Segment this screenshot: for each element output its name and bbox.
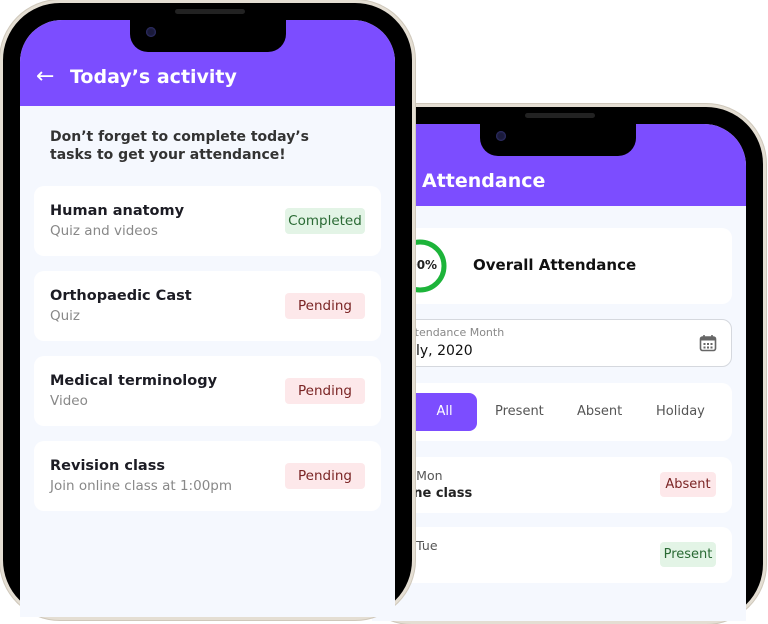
- notch: [480, 124, 636, 156]
- attendance-row[interactable]: | Mon Online class Absent: [384, 457, 732, 513]
- task-subtitle: Quiz and videos: [50, 223, 158, 239]
- attendance-phone: ← Attendance 100% Overall Attendance Att…: [352, 104, 766, 624]
- status-badge: Present: [660, 542, 716, 567]
- status-badge: Completed: [285, 208, 365, 234]
- overall-label: Overall Attendance: [473, 256, 637, 274]
- month-field[interactable]: Attendance Month July, 2020: [386, 319, 732, 367]
- attendance-row[interactable]: | Tue Present: [386, 527, 732, 583]
- page-title: Today’s activity: [70, 66, 237, 88]
- task-title: Human anatomy: [50, 203, 185, 219]
- task-subtitle: Quiz: [50, 308, 81, 324]
- task-title: Orthopaedic Cast: [50, 288, 192, 304]
- status-badge: Absent: [660, 472, 716, 497]
- record-day: | Tue: [408, 538, 438, 553]
- task-card[interactable]: Human anatomy Quiz and videos Completed: [34, 186, 381, 256]
- arrow-left-icon[interactable]: ←: [36, 64, 55, 89]
- task-card[interactable]: Revision class Join online class at 1:00…: [34, 441, 381, 511]
- tab-holiday[interactable]: Holiday: [656, 404, 705, 419]
- task-title: Medical terminology: [50, 373, 218, 389]
- notch: [130, 20, 286, 52]
- overall-attendance-card: 100% Overall Attendance: [386, 228, 732, 304]
- calendar-icon[interactable]: [699, 334, 717, 352]
- task-card[interactable]: Medical terminology Video Pending: [34, 356, 381, 426]
- tab-absent[interactable]: Absent: [577, 404, 623, 419]
- task-card[interactable]: Orthopaedic Cast Quiz Pending: [34, 271, 381, 341]
- month-value: July, 2020: [403, 343, 473, 359]
- activity-screen: ← Today’s activity Don’t forget to compl…: [20, 20, 395, 617]
- camera-icon: [496, 131, 506, 141]
- activity-phone: ← Today’s activity Don’t forget to compl…: [0, 0, 415, 620]
- attendance-screen: ← Attendance 100% Overall Attendance Att…: [372, 124, 746, 621]
- reminder-message: Don’t forget to complete today’s tasks t…: [50, 129, 309, 163]
- task-title: Revision class: [50, 458, 165, 474]
- speaker: [175, 9, 245, 14]
- status-badge: Pending: [285, 378, 365, 404]
- month-label: Attendance Month: [403, 326, 505, 339]
- filter-tabs: All Present Absent Holiday: [386, 383, 732, 441]
- speaker: [525, 113, 595, 118]
- tab-present[interactable]: Present: [495, 404, 544, 419]
- camera-icon: [146, 27, 156, 37]
- task-subtitle: Join online class at 1:00pm: [50, 478, 233, 494]
- record-day: | Mon: [408, 468, 443, 483]
- task-subtitle: Video: [50, 393, 88, 409]
- status-badge: Pending: [285, 463, 365, 489]
- page-title: Attendance: [422, 170, 546, 192]
- status-badge: Pending: [285, 293, 365, 319]
